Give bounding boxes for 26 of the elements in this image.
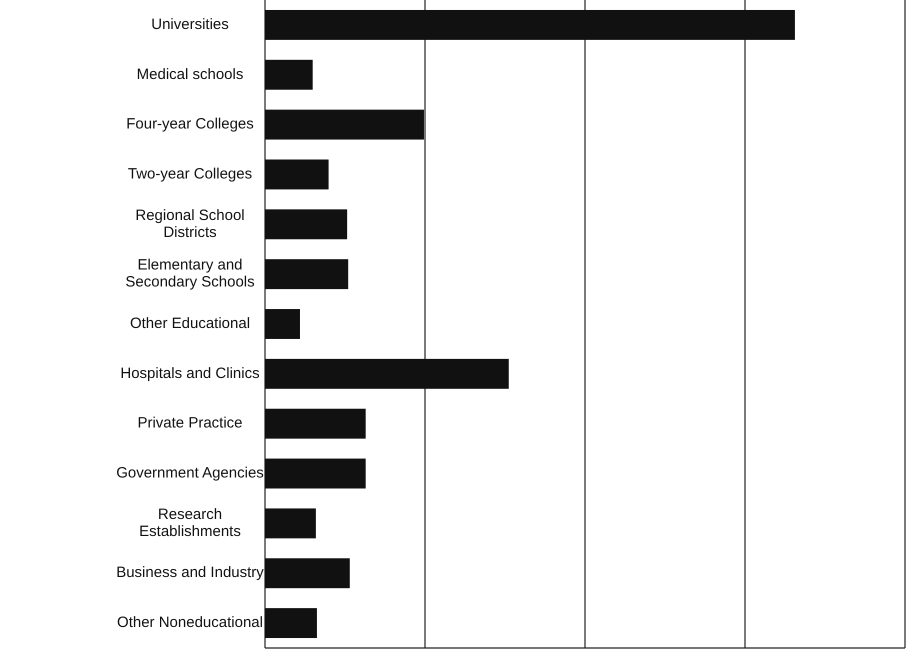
bar <box>265 60 313 90</box>
y-tick-label: Four-year Colleges <box>126 116 254 133</box>
bar <box>265 408 366 439</box>
y-tick-label: Hospitals and Clinics <box>120 364 260 382</box>
y-tick-label: Other Noneducational <box>117 614 263 632</box>
bar <box>265 458 366 488</box>
y-tick-label: Regional School Districts <box>135 206 245 241</box>
y-tick-label: Private Practice <box>137 414 243 432</box>
y-tick-label: Medical schools <box>136 66 244 83</box>
y-tick-label: Elementary and Secondary Schools <box>125 256 255 291</box>
bar <box>265 558 350 588</box>
bar <box>265 209 348 240</box>
bar <box>265 358 509 389</box>
y-tick-label: Universities <box>151 16 229 33</box>
y-tick-label: Business and Industry <box>116 564 264 582</box>
y-tick-label: Other Educational <box>130 314 250 332</box>
bar <box>265 160 329 190</box>
y-tick-label: Research Establishments <box>139 506 241 540</box>
bar <box>265 309 300 339</box>
bar <box>265 608 317 638</box>
bar <box>265 10 795 40</box>
bar <box>265 259 348 290</box>
bar <box>265 110 424 140</box>
y-tick-label: Government Agencies <box>116 464 264 482</box>
bar <box>265 508 316 538</box>
y-tick-label: Two-year Colleges <box>128 165 252 182</box>
